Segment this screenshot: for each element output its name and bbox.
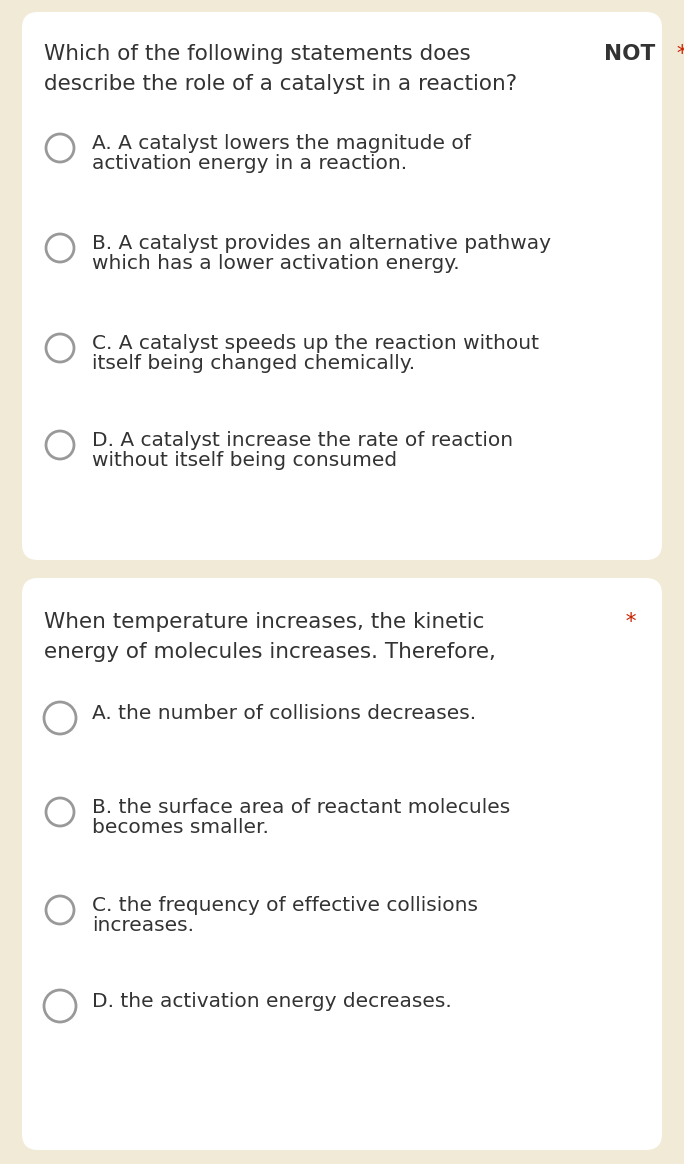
- Text: which has a lower activation energy.: which has a lower activation energy.: [92, 254, 460, 274]
- Text: energy of molecules increases. Therefore,: energy of molecules increases. Therefore…: [44, 643, 496, 662]
- Text: C. A catalyst speeds up the reaction without: C. A catalyst speeds up the reaction wit…: [92, 334, 539, 353]
- Text: without itself being consumed: without itself being consumed: [92, 450, 397, 470]
- Text: *: *: [612, 612, 637, 632]
- FancyBboxPatch shape: [22, 579, 662, 1150]
- Text: itself being changed chemically.: itself being changed chemically.: [92, 354, 415, 372]
- Text: B. A catalyst provides an alternative pathway: B. A catalyst provides an alternative pa…: [92, 234, 551, 253]
- Text: increases.: increases.: [92, 916, 194, 935]
- Text: A. the number of collisions decreases.: A. the number of collisions decreases.: [92, 704, 476, 723]
- Text: B. the surface area of reactant molecules: B. the surface area of reactant molecule…: [92, 799, 510, 817]
- Text: When temperature increases, the kinetic: When temperature increases, the kinetic: [44, 612, 484, 632]
- FancyBboxPatch shape: [22, 12, 662, 560]
- Text: D. the activation energy decreases.: D. the activation energy decreases.: [92, 992, 451, 1012]
- Text: D. A catalyst increase the rate of reaction: D. A catalyst increase the rate of react…: [92, 431, 513, 450]
- Text: C. the frequency of effective collisions: C. the frequency of effective collisions: [92, 896, 478, 915]
- Text: Which of the following statements does: Which of the following statements does: [44, 44, 477, 64]
- Text: A. A catalyst lowers the magnitude of: A. A catalyst lowers the magnitude of: [92, 134, 471, 152]
- Text: NOT: NOT: [603, 44, 655, 64]
- Text: activation energy in a reaction.: activation energy in a reaction.: [92, 154, 407, 173]
- Text: describe the role of a catalyst in a reaction?: describe the role of a catalyst in a rea…: [44, 74, 517, 94]
- Text: becomes smaller.: becomes smaller.: [92, 818, 269, 837]
- Text: *: *: [670, 44, 684, 64]
